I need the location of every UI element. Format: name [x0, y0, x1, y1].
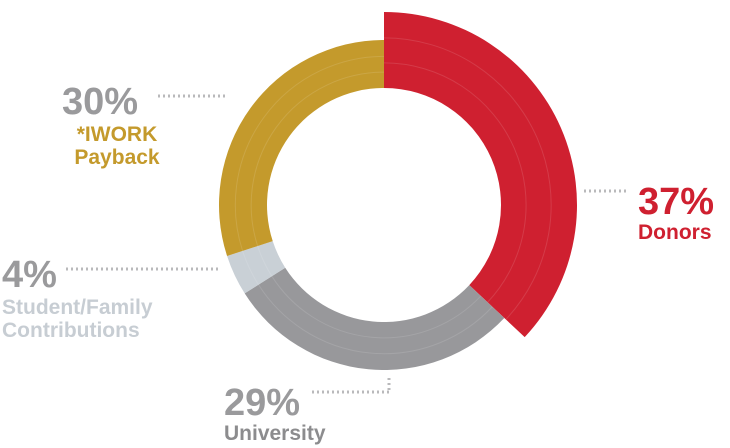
slice-percent-donors: 37% [638, 181, 715, 223]
slice-ring-line-iwork-2 [234, 55, 385, 252]
slice-label-student-family: 4% Student/Family Contributions [2, 256, 153, 342]
slice-label-university: 29% University [224, 384, 326, 445]
slice-ring-line-university-2 [258, 284, 493, 355]
slice-name-iwork: *IWORK Payback [74, 123, 160, 169]
slice-label-iwork: 30% *IWORK Payback [62, 83, 172, 169]
slice-ring-line-student-family-2 [242, 250, 259, 285]
slice-student-family [227, 241, 286, 294]
slice-university [244, 267, 505, 370]
slice-ring-line-donors-2 [383, 37, 552, 320]
slice-percent-student-family: 4% [2, 254, 57, 296]
slice-name-donors: Donors [638, 221, 712, 244]
slice-percent-iwork: 30% [62, 81, 139, 123]
slice-donors [384, 12, 577, 338]
slice-ring-line-iwork-1 [250, 71, 385, 247]
slice-label-donors: 37% Donors [638, 183, 714, 244]
slice-ring-line-donors-1 [383, 62, 527, 303]
slice-name-student-family: Student/Family Contributions [2, 296, 153, 342]
slice-percent-university: 29% [224, 382, 301, 424]
slice-ring-line-university-1 [271, 275, 482, 339]
slice-ring-line-student-family-1 [257, 245, 273, 277]
slice-iwork [218, 40, 384, 256]
slice-name-university: University [224, 422, 326, 445]
